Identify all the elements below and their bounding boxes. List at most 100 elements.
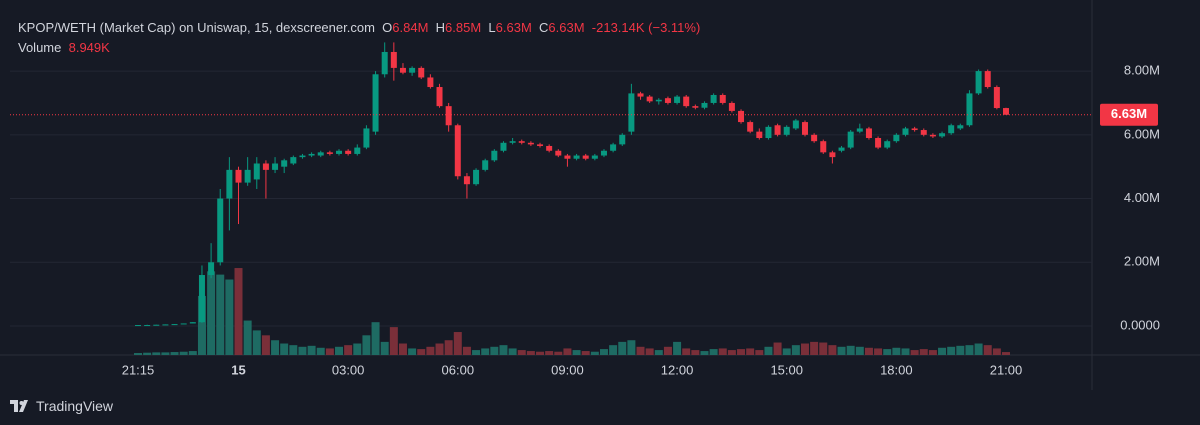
- candle-body: [198, 275, 205, 323]
- volume-bar: [828, 345, 837, 355]
- volume-bar: [554, 351, 563, 355]
- candle-body: [865, 128, 872, 139]
- header: KPOP/WETH (Market Cap) on Uniswap, 15, d…: [18, 18, 700, 58]
- candle-body: [929, 134, 936, 137]
- volume-bar: [645, 348, 654, 355]
- candle-body: [911, 128, 918, 131]
- candle-body: [399, 67, 406, 73]
- ohlc-key: O: [382, 20, 393, 35]
- volume-bar: [864, 347, 873, 355]
- volume-bar: [983, 345, 992, 355]
- last-price-label: 6.63M: [1111, 106, 1147, 121]
- last-price-tag: [1100, 103, 1158, 126]
- candle-body: [975, 71, 982, 94]
- volume-bar: [700, 351, 709, 355]
- candle-body: [354, 147, 361, 154]
- ohlc-value: 6.85M: [445, 20, 482, 35]
- volume-bar: [316, 347, 325, 355]
- volume-bar: [289, 345, 298, 355]
- candle-body: [253, 163, 260, 180]
- volume-bar: [1002, 352, 1010, 355]
- volume-bar: [673, 341, 682, 355]
- ohlc-key: L: [488, 20, 496, 35]
- volume-bar: [472, 350, 481, 355]
- volume-title: Volume: [18, 40, 62, 55]
- candle-body: [226, 169, 233, 199]
- candle-body: [564, 155, 571, 159]
- candle-body: [272, 163, 279, 170]
- volume-bar: [773, 342, 782, 355]
- volume-bar: [426, 346, 435, 355]
- volume-bar: [727, 350, 736, 355]
- candle-body: [135, 325, 141, 327]
- header-line: KPOP/WETH (Market Cap) on Uniswap, 15, d…: [18, 18, 700, 38]
- x-tick-label: 15:00: [770, 362, 803, 377]
- volume-bar: [965, 345, 974, 355]
- candle-body: [756, 131, 763, 139]
- candle-body: [473, 169, 480, 185]
- candle-body: [153, 324, 160, 326]
- x-tick-label: 21:00: [990, 362, 1023, 377]
- volume-bar: [627, 340, 636, 355]
- x-tick-label: 18:00: [880, 362, 913, 377]
- candle-body: [527, 142, 534, 145]
- volume-bar: [663, 346, 672, 355]
- candle-body: [345, 150, 352, 154]
- x-tick-label: 03:00: [332, 362, 365, 377]
- volume-bar: [508, 348, 517, 355]
- candle-body: [317, 152, 324, 156]
- volume-bar: [344, 345, 353, 355]
- x-tick-label: 21:15: [122, 362, 155, 377]
- candle-body: [418, 67, 425, 78]
- candle-body: [765, 126, 772, 139]
- x-tick-label: 09:00: [551, 362, 584, 377]
- y-tick-label: 8.00M: [1124, 63, 1160, 78]
- volume-bar: [782, 348, 791, 355]
- volume-bar: [526, 351, 535, 355]
- volume-bar: [225, 279, 234, 355]
- volume-bar: [298, 346, 307, 355]
- volume-bar: [179, 351, 188, 355]
- candle-body: [692, 106, 699, 108]
- candle-body: [555, 150, 562, 156]
- candle-body: [537, 144, 544, 146]
- candle-body: [582, 155, 589, 159]
- volume-bar: [892, 347, 901, 355]
- y-tick-label: 4.00M: [1124, 190, 1160, 205]
- candle-body: [728, 102, 735, 111]
- volume-bar: [243, 320, 252, 355]
- volume-bar: [536, 351, 545, 355]
- candle-body: [290, 157, 297, 164]
- candle-body: [701, 102, 708, 108]
- volume-bar: [481, 348, 490, 355]
- brand-logo: [10, 400, 28, 412]
- volume-bar: [974, 343, 983, 355]
- volume-bar: [791, 345, 800, 355]
- candle-body: [208, 262, 215, 276]
- candle-body: [920, 130, 927, 135]
- candle-body: [363, 128, 370, 148]
- candle-body: [445, 106, 452, 126]
- candle-body: [299, 155, 306, 158]
- volume-bar: [846, 345, 855, 355]
- candle-body: [610, 144, 617, 151]
- candle-body: [509, 141, 516, 143]
- volume-bar: [901, 348, 910, 355]
- candle-body: [326, 152, 333, 154]
- candle-body: [262, 163, 269, 170]
- candle-body: [811, 134, 818, 142]
- x-tick-label: 15: [231, 362, 245, 377]
- candle-body: [518, 141, 525, 143]
- volume-bar: [170, 352, 179, 355]
- volume-bar: [810, 341, 819, 355]
- candle-body: [902, 128, 909, 135]
- volume-bar: [746, 348, 755, 355]
- candle-body: [436, 87, 443, 107]
- volume-bar: [956, 345, 965, 355]
- candle-body: [591, 155, 598, 159]
- candle-body: [674, 96, 681, 103]
- volume-bar: [709, 349, 718, 355]
- volume-bar: [992, 348, 1001, 355]
- volume-bar: [874, 348, 883, 355]
